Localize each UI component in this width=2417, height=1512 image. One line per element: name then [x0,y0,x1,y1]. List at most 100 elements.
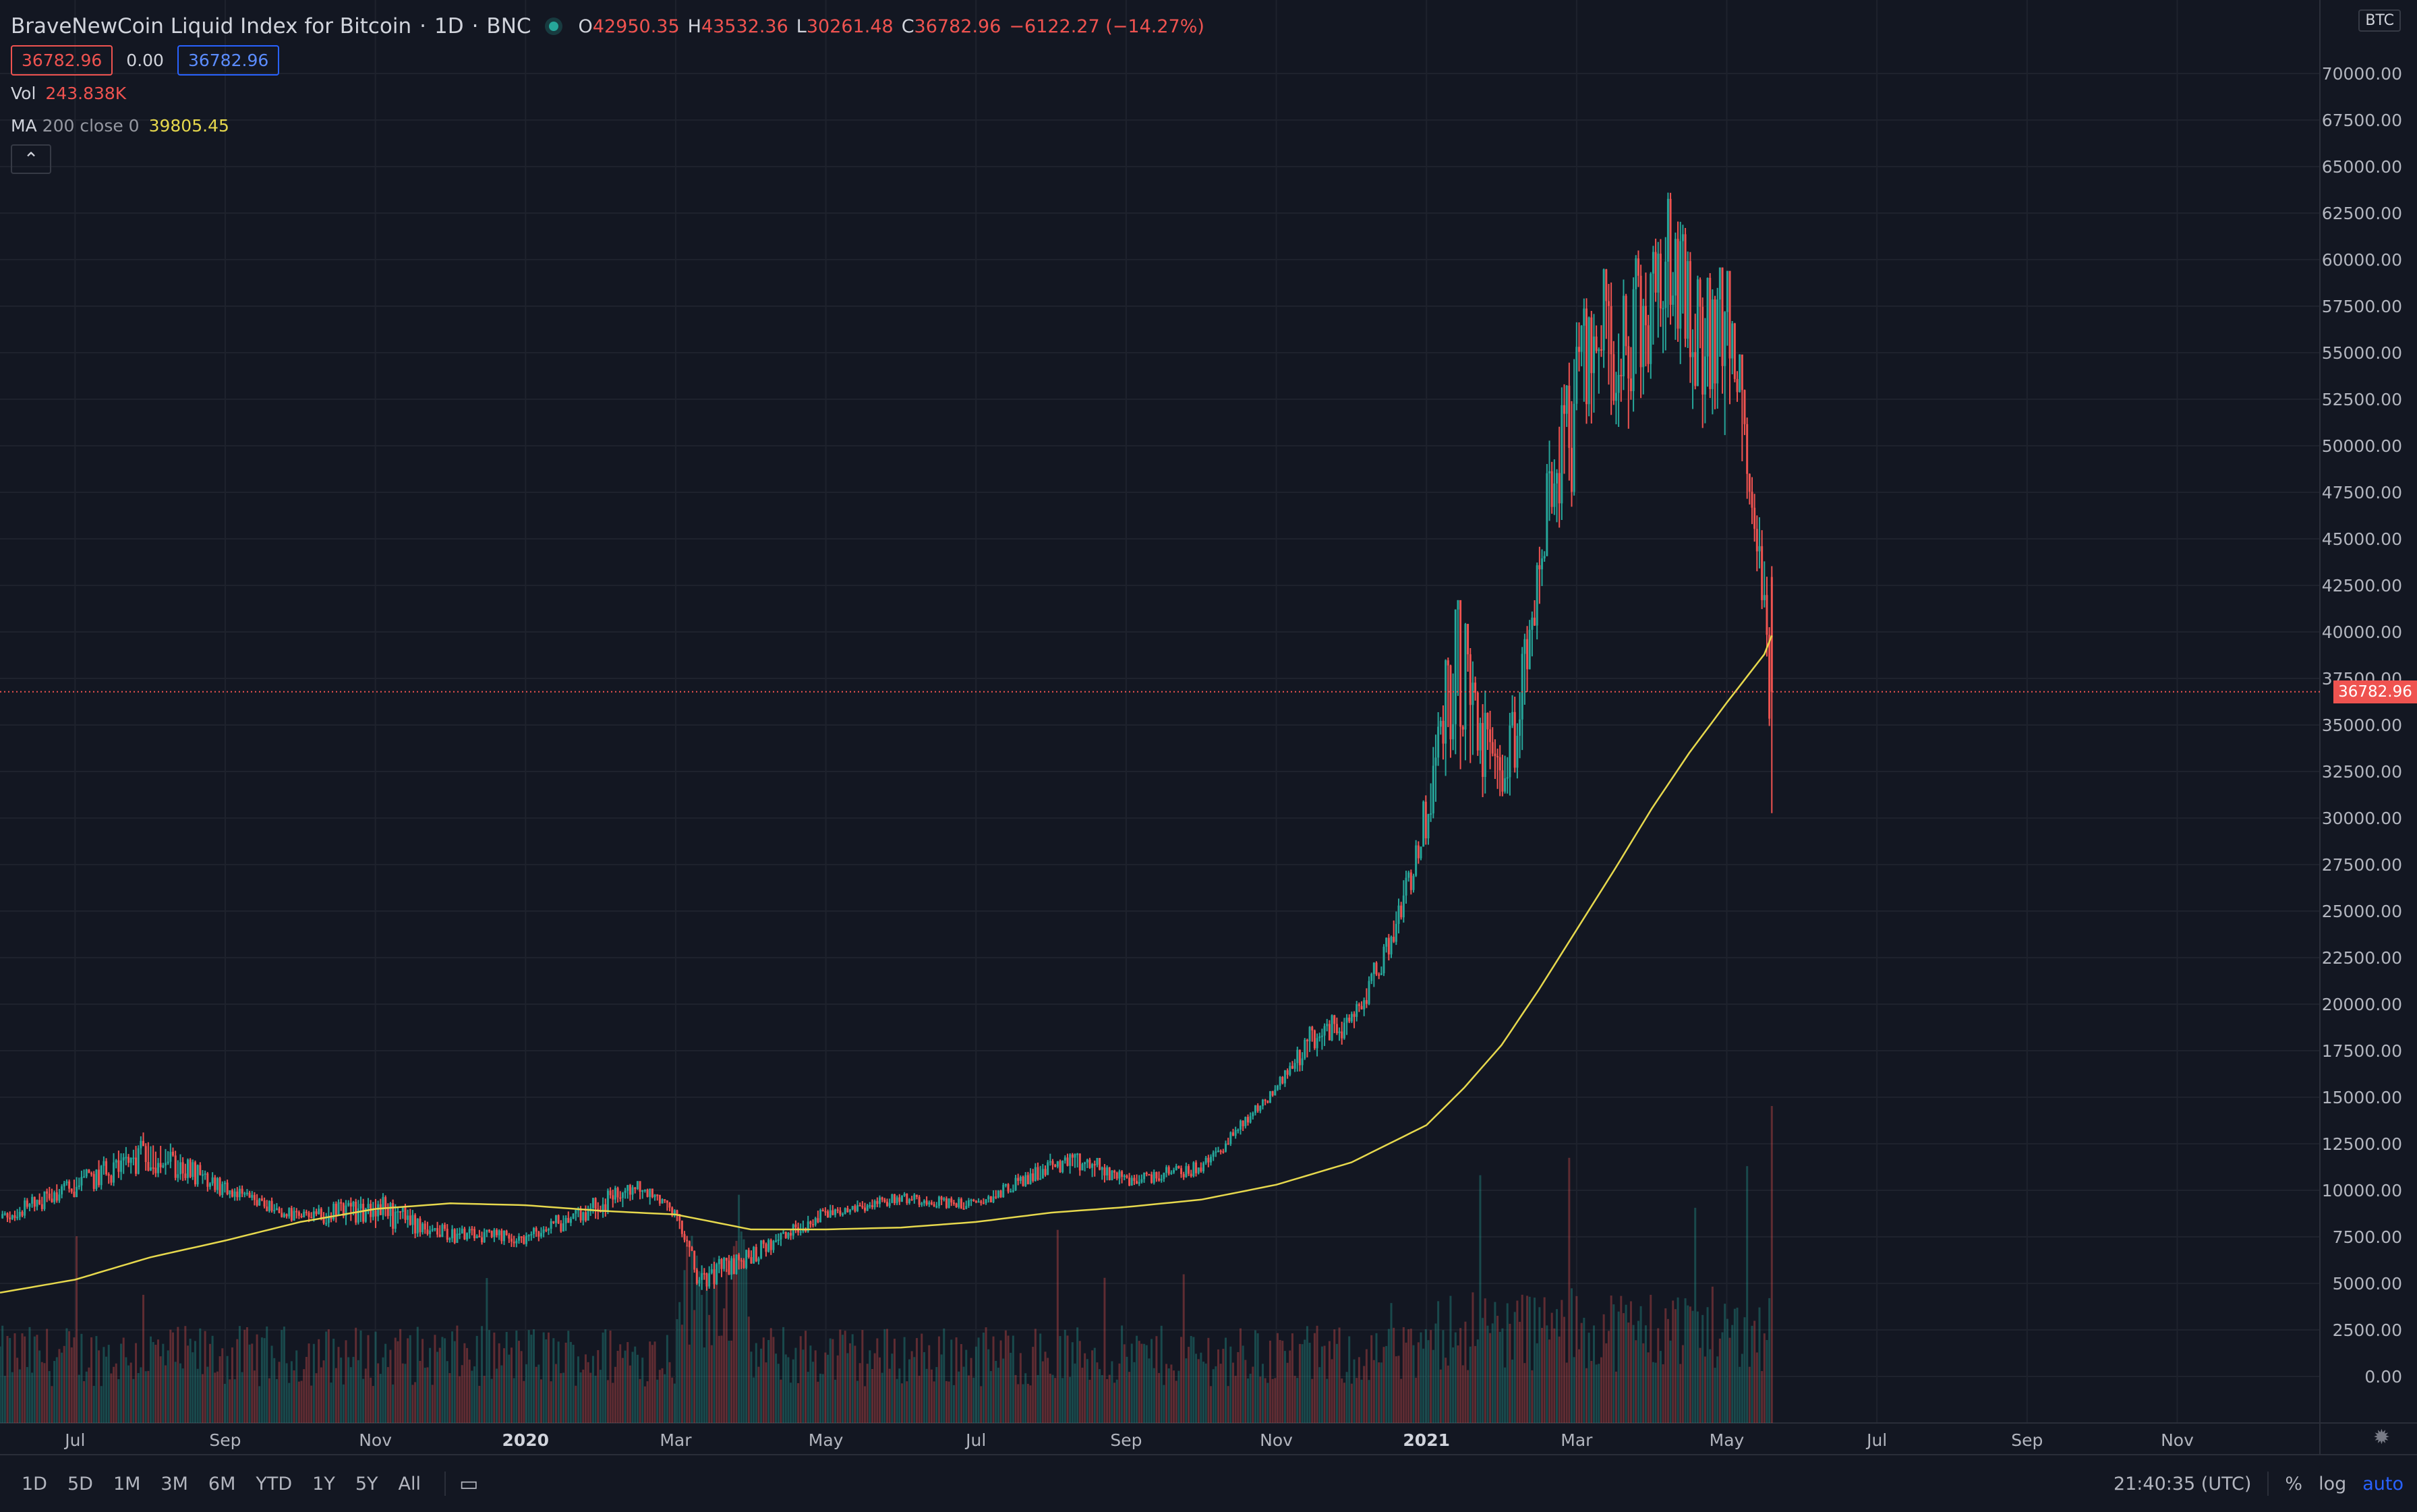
timeframe-1y[interactable]: 1Y [312,1473,335,1494]
volume-bar [550,1381,552,1423]
volume-bar [1136,1335,1138,1423]
x-tick-label: Jul [63,1430,85,1450]
buy-button[interactable]: 36782.96 [177,45,280,76]
candle-body [322,1217,325,1223]
volume-bar [1353,1359,1356,1423]
volume-bar [805,1331,807,1423]
auto-toggle[interactable]: auto [2362,1473,2404,1494]
volume-bar [1071,1342,1074,1423]
volume-bar [1190,1336,1192,1423]
candle-body [1664,261,1667,308]
volume-bar [753,1377,755,1423]
volume-bar [1452,1347,1455,1423]
volume-bar [1617,1311,1620,1423]
volume-bar [989,1370,992,1423]
candle-body [952,1202,955,1204]
candle-body [614,1188,616,1200]
volume-bar [680,1325,683,1423]
candle-body [567,1217,570,1223]
candle-body [856,1204,859,1211]
candle-body [849,1209,852,1213]
candle-body [189,1159,192,1177]
candle-body [1249,1116,1252,1123]
candle-body [732,1258,735,1275]
volume-bar [1283,1351,1286,1423]
candle-body [898,1197,901,1202]
volume-bar [713,1257,716,1423]
sell-button[interactable]: 36782.96 [11,45,113,76]
timeframe-6m[interactable]: 6M [208,1473,236,1494]
timeframe-3m[interactable]: 3M [161,1473,188,1494]
volume-bar [974,1346,977,1423]
y-tick-label: 47500.00 [2322,483,2402,502]
volume-bar [1434,1323,1437,1423]
volume-bar [1464,1321,1467,1423]
volume-bar [349,1367,352,1423]
volume-bar [1755,1352,1758,1423]
candle-body [1430,813,1432,815]
candle-body [747,1250,750,1258]
percent-toggle[interactable]: % [2285,1473,2303,1494]
volume-bar [1629,1301,1632,1423]
candle-body [55,1192,58,1201]
candle-body [550,1221,552,1229]
candle-body [231,1190,233,1197]
volume-bar [377,1363,380,1423]
candle-body [680,1221,683,1234]
collapse-legend-button[interactable]: ⌃ [11,144,51,174]
timeframe-ytd[interactable]: YTD [256,1473,293,1494]
volume-bar [1664,1308,1667,1423]
volume-bar [1004,1330,1007,1423]
candle-body [1202,1163,1205,1171]
interval-label[interactable]: 1D [434,14,464,38]
candle-body [575,1210,577,1214]
date-range-icon[interactable]: ▭ [459,1472,479,1496]
volume-bar [1078,1341,1081,1423]
volume-bar [1066,1335,1069,1423]
timeframe-5y[interactable]: 5Y [355,1473,378,1494]
log-toggle[interactable]: log [2319,1473,2347,1494]
timeframe-1d[interactable]: 1D [22,1473,47,1494]
volume-bar [1583,1318,1585,1423]
volume-bar [950,1339,953,1423]
volume-bar [463,1343,466,1423]
ma-indicator[interactable]: MA 200 close 0 39805.45 [11,109,1213,142]
clock-time[interactable]: 21:40:35 (UTC) [2113,1473,2252,1494]
candle-body [308,1213,310,1217]
volume-bar [842,1335,844,1423]
bottom-toolbar: 1D 5D 1M 3M 6M YTD 1Y 5Y All ▭ 21:40:35 … [0,1454,2417,1512]
price-chart[interactable]: 0.002500.005000.007500.0010000.0012500.0… [0,0,2417,1454]
volume-bar [1521,1294,1523,1423]
timeframe-all[interactable]: All [398,1473,421,1494]
candle-body [293,1211,295,1221]
timeframe-1m[interactable]: 1M [113,1473,141,1494]
candle-body [1472,682,1474,705]
volume-bar [1037,1374,1039,1423]
volume-bar [305,1357,308,1423]
symbol-name[interactable]: BraveNewCoin Liquid Index for Bitcoin [11,14,412,38]
chart-legend: BraveNewCoin Liquid Index for Bitcoin · … [11,9,1213,174]
volume-indicator[interactable]: Vol 243.838K [11,77,1213,109]
candle-body [1326,1024,1329,1026]
candle-body [184,1173,187,1178]
volume-bar [1010,1352,1012,1423]
candle-body [661,1199,664,1204]
candle-body [937,1196,940,1206]
timeframe-5d[interactable]: 5D [67,1473,93,1494]
candle-body [36,1200,38,1207]
currency-tag[interactable]: BTC [2358,9,2401,32]
settings-gear-icon[interactable]: ✹ [2372,1426,2390,1449]
volume-bar [1291,1333,1293,1423]
candle-body [1521,653,1523,720]
candle-body [893,1194,896,1204]
volume-bar [858,1363,861,1423]
volume-bar [1519,1322,1521,1423]
candle-body [1007,1184,1010,1192]
candle-body [1212,1153,1215,1157]
ma-params: 200 close 0 [42,115,140,136]
candle-body [688,1241,691,1248]
x-tick-label: Sep [2011,1430,2043,1450]
volume-bar [258,1386,261,1423]
volume-bar [730,1340,733,1423]
candle-body [40,1204,43,1209]
